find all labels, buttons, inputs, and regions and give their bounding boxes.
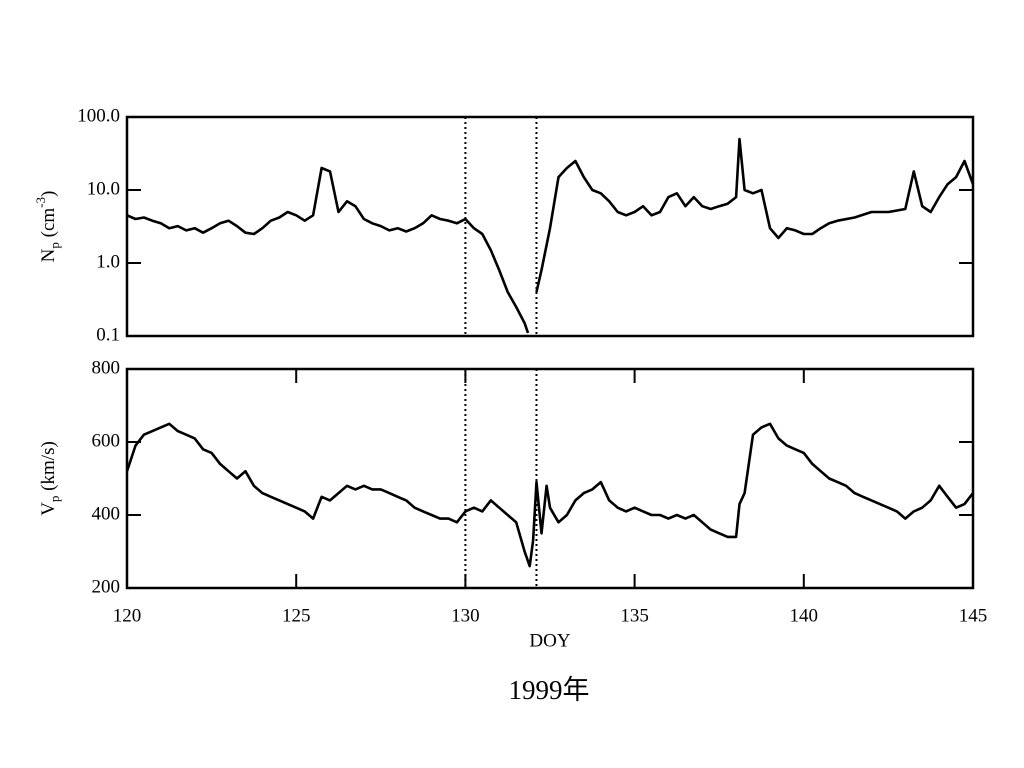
y-tick-label: 0.1 — [96, 324, 120, 345]
y-axis-label-part: (cm — [38, 208, 59, 243]
y-axis-label-part: -3 — [33, 197, 48, 208]
x-tick-label: 140 — [790, 605, 819, 626]
caption: 1999年 — [509, 675, 590, 705]
y-tick-label: 400 — [92, 503, 121, 524]
y-axis-label: Vp (km/s) — [38, 441, 62, 516]
x-tick-label: 120 — [113, 605, 142, 626]
x-tick-label: 135 — [620, 605, 649, 626]
x-tick-label: 130 — [451, 605, 480, 626]
y-tick-label: 200 — [92, 576, 121, 597]
y-axis-label: Np (cm-3) — [33, 191, 62, 263]
x-axis-label: DOY — [529, 630, 570, 651]
y-axis-label-part: p — [47, 496, 62, 503]
plot-frame — [125, 367, 975, 590]
y-tick-label: 10.0 — [87, 178, 120, 199]
x-tick-label: 125 — [282, 605, 311, 626]
x-tick-label: 145 — [959, 605, 988, 626]
y-tick-label: 800 — [92, 357, 121, 378]
y-axis-label-part: p — [47, 242, 62, 249]
y-axis-label-part: V — [38, 502, 59, 516]
y-tick-label: 100.0 — [77, 105, 120, 126]
plot-frame — [125, 115, 975, 338]
data-line — [125, 422, 975, 568]
y-axis-label-part: (km/s) — [38, 441, 59, 495]
y-tick-label: 1.0 — [96, 251, 120, 272]
y-axis-label-part: N — [38, 248, 59, 262]
y-axis-label-part: ) — [38, 191, 59, 197]
y-tick-label: 600 — [92, 430, 121, 451]
data-line — [126, 137, 975, 334]
